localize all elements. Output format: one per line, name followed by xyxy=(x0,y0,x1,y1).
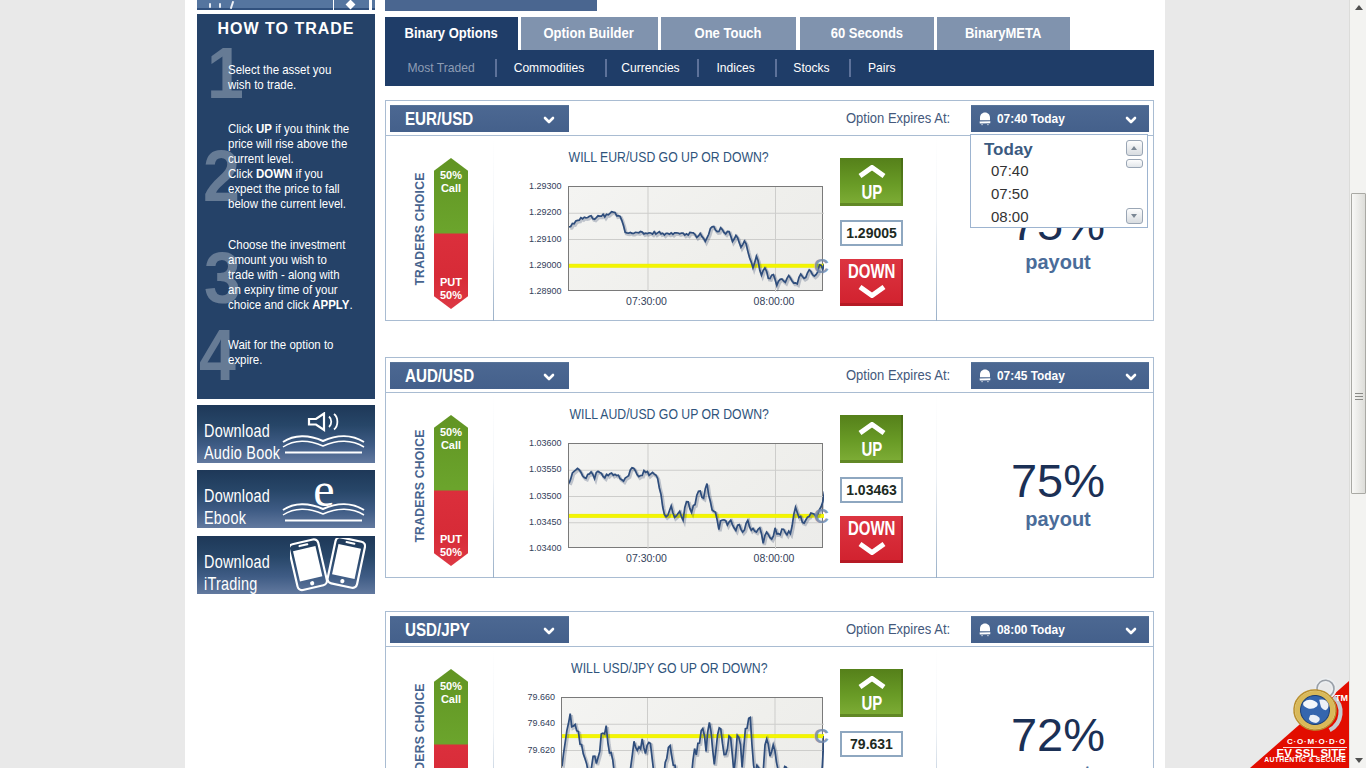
svg-text:e: e xyxy=(313,474,334,516)
